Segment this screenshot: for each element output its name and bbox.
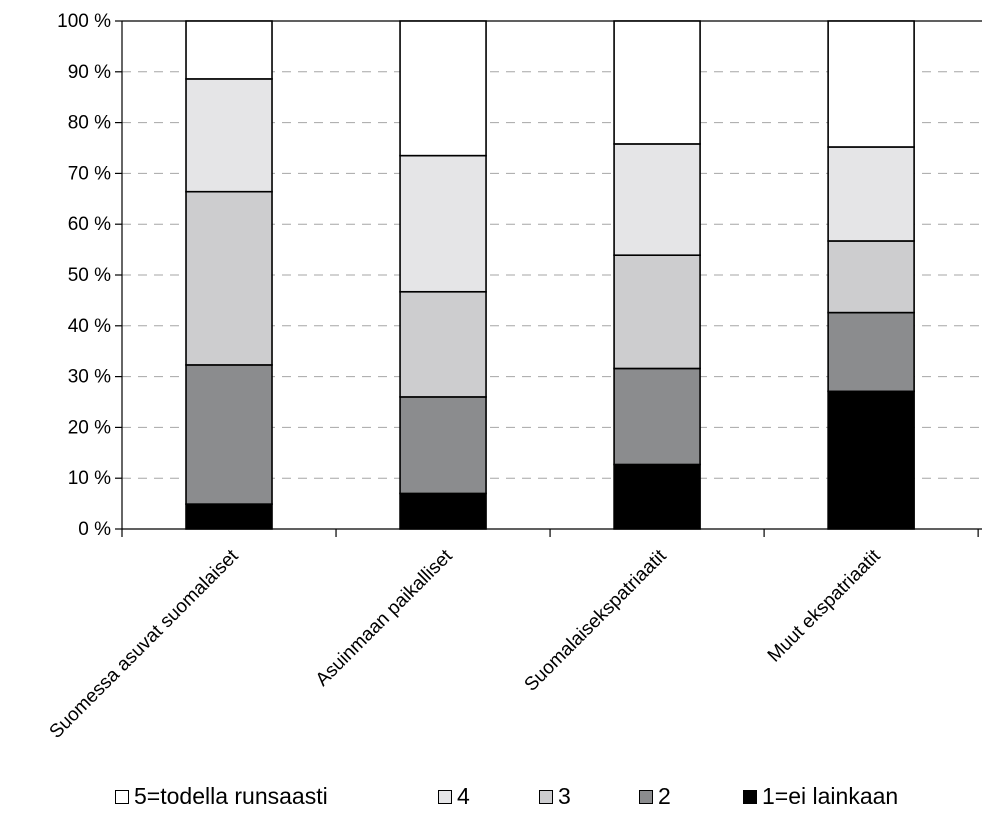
legend-label: 4 (457, 783, 470, 809)
legend: 5=todella runsaasti 4 3 2 1=ei lainkaan (0, 783, 982, 813)
bar-segment (827, 311, 915, 393)
y-tick-label: 10 % (68, 468, 111, 489)
bar-segment (185, 20, 273, 80)
y-tick-label: 90 % (68, 62, 111, 83)
bar-segment (827, 390, 915, 530)
y-tick-label: 40 % (68, 316, 111, 337)
y-tick-label: 50 % (68, 265, 111, 286)
legend-label: 5=todella runsaasti (134, 783, 328, 809)
bar-segment (185, 503, 273, 530)
x-category-label: Suomessa asuvat suomalaiset (45, 545, 243, 743)
bar-segment (827, 146, 915, 242)
bar-segment (399, 154, 487, 293)
legend-item: 4 (438, 783, 470, 810)
bar-segment (185, 190, 273, 366)
bar-segment (399, 396, 487, 495)
legend-swatch (539, 789, 553, 804)
legend-swatch (743, 789, 757, 804)
bar-segment (185, 364, 273, 505)
x-category-label: Suomalaisekspatriaatit (521, 545, 672, 696)
y-tick-label: 60 % (68, 214, 111, 235)
bar-segment (827, 20, 915, 148)
x-category-label: Muut ekspatriaatit (764, 545, 885, 666)
y-tick-label: 0 % (78, 519, 111, 540)
x-category-label: Asuinmaan paikalliset (312, 545, 457, 690)
legend-item: 2 (639, 783, 671, 810)
legend-swatch (639, 789, 653, 804)
y-tick-label: 70 % (68, 163, 111, 184)
bar-segment (613, 463, 701, 530)
legend-item: 1=ei lainkaan (743, 783, 898, 810)
bar-segment (399, 20, 487, 157)
bars (185, 20, 915, 530)
legend-swatch (438, 789, 452, 804)
bar-segment (613, 254, 701, 370)
bar-segment (613, 20, 701, 145)
legend-label: 1=ei lainkaan (762, 783, 899, 809)
legend-label: 2 (658, 783, 671, 809)
legend-item: 3 (539, 783, 571, 810)
bar-segment (399, 290, 487, 398)
bar-segment (827, 240, 915, 314)
bar-segment (399, 492, 487, 530)
bar-segment (613, 367, 701, 466)
y-tick-label: 100 % (57, 11, 111, 32)
legend-swatch (115, 789, 129, 804)
bar-segment (185, 78, 273, 193)
y-tick-label: 30 % (68, 367, 111, 388)
legend-item: 5=todella runsaasti (115, 783, 328, 810)
y-tick-label: 80 % (68, 113, 111, 134)
legend-label: 3 (558, 783, 571, 809)
axes (115, 20, 982, 537)
bar-segment (613, 143, 701, 256)
stacked-bar-chart: 0 % 10 % 20 % 30 % 40 % 50 % 60 % 70 % 80 % 90 % 1… (45, 11, 982, 743)
y-tick-label: 20 % (68, 417, 111, 438)
